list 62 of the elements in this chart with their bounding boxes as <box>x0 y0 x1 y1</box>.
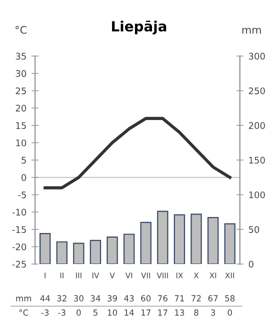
y-axis-title: °C <box>16 26 27 34</box>
y2-tick-label: 300 <box>248 52 265 60</box>
bar <box>174 214 186 264</box>
data-label: 71 <box>174 295 184 302</box>
bar <box>123 234 135 264</box>
data-label: 8 <box>194 309 198 316</box>
y2-tick-label: 0 <box>248 260 254 268</box>
y-tick-label: 10 <box>16 139 26 146</box>
data-label: 0 <box>228 309 232 316</box>
y-tick-label: 20 <box>16 104 26 112</box>
bar <box>90 240 102 264</box>
data-label: 0 <box>76 309 81 316</box>
bar <box>56 241 68 264</box>
y-tick-label: 25 <box>16 87 26 94</box>
data-label: 14 <box>124 310 134 316</box>
y-tick-label: 0 <box>22 174 26 181</box>
data-label: -3 <box>41 309 49 316</box>
data-label: 17 <box>158 310 168 316</box>
data-label: 3 <box>211 309 216 316</box>
text: °C <box>19 309 28 316</box>
data-label: 60 <box>141 295 151 302</box>
bar <box>73 242 84 264</box>
y2-tick-label: 100 <box>249 191 265 198</box>
data-label: 30 <box>74 295 84 302</box>
data-label: 39 <box>108 295 117 302</box>
data-label: 13 <box>175 309 184 316</box>
y-tick-label: 30 <box>16 70 26 77</box>
data-label: 10 <box>108 309 118 316</box>
y-tick-label: -10 <box>12 208 26 216</box>
y2-tick-label: 200 <box>248 122 265 129</box>
data-label: 76 <box>158 295 168 302</box>
data-label: 67 <box>208 295 218 302</box>
bar <box>40 232 51 264</box>
data-label: 34 <box>90 295 100 302</box>
bar <box>157 210 168 264</box>
bar <box>106 236 118 264</box>
y2-tick-label: 250 <box>248 87 265 94</box>
bar <box>207 217 219 264</box>
y2-axis-title: mm <box>242 28 261 34</box>
data-label: 44 <box>40 295 50 302</box>
data-label: 17 <box>141 310 150 316</box>
data-label: -3 <box>58 309 66 316</box>
bar <box>140 222 152 264</box>
text: mm <box>16 296 32 302</box>
y-tick-label: -20 <box>12 243 26 250</box>
chart-title: Liepāja <box>112 20 166 34</box>
data-label: 5 <box>93 310 98 316</box>
y2-tick-label: 50 <box>248 226 260 233</box>
y-tick-label: -5 <box>18 192 26 198</box>
y-tick-label: 5 <box>22 156 26 164</box>
bar <box>190 214 202 264</box>
bar <box>224 223 236 264</box>
data-label: 72 <box>192 295 201 302</box>
data-label: 43 <box>124 295 134 302</box>
data-label: 58 <box>225 295 235 302</box>
y-tick-label: 15 <box>16 122 26 129</box>
line-series <box>44 116 232 190</box>
y-tick-label: -25 <box>12 260 26 268</box>
y-tick-label: -15 <box>12 226 26 233</box>
y2-tick-label: 150 <box>249 156 265 164</box>
y-tick-label: 35 <box>16 52 26 60</box>
data-label: 32 <box>57 295 66 302</box>
